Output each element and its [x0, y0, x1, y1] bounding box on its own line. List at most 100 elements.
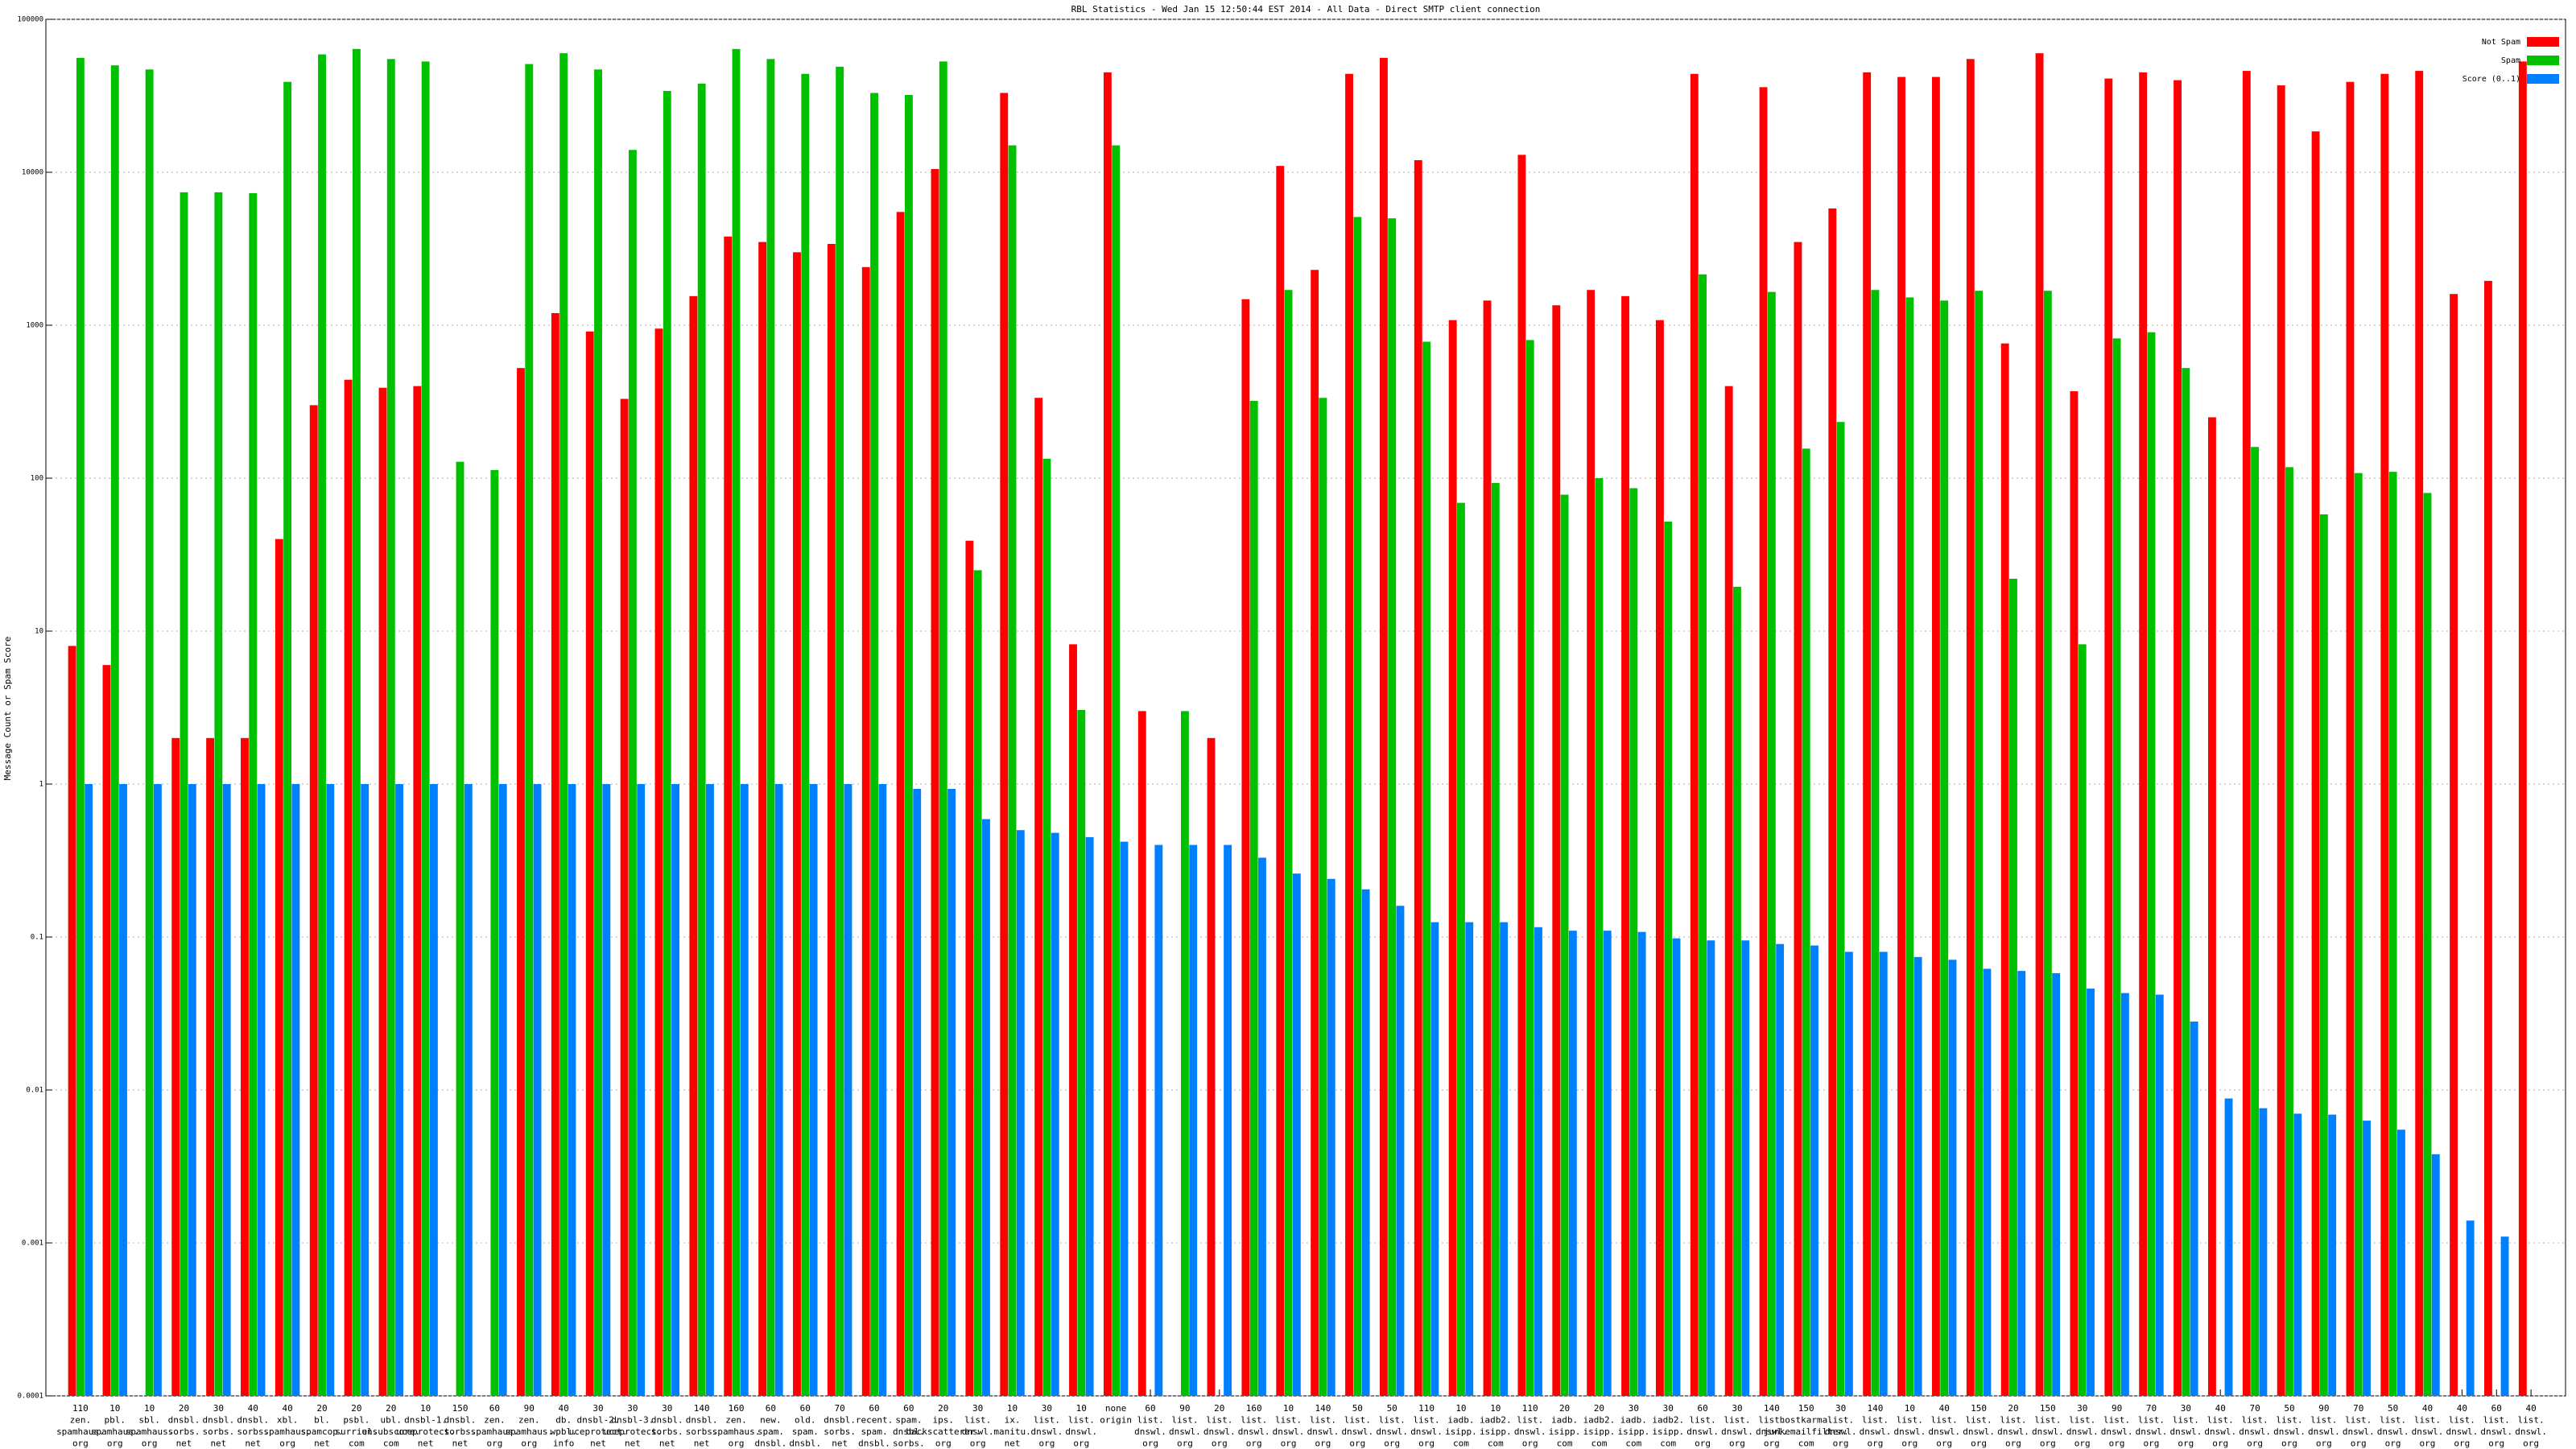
x-tick-label: dnswl. [1686, 1426, 1719, 1437]
bar [1707, 940, 1715, 1396]
bar [1871, 290, 1880, 1396]
bar [153, 784, 162, 1396]
x-tick-label: org [1418, 1439, 1435, 1449]
bar [602, 784, 611, 1396]
x-tick-label: 40 [1939, 1403, 1950, 1414]
x-tick-label: dnswl. [1376, 1426, 1408, 1437]
x-tick-label: 40 [2422, 1403, 2433, 1414]
x-tick-label: dnsbl. [755, 1439, 787, 1449]
x-tick-label: bl. [314, 1415, 330, 1426]
x-tick-label: 50 [1352, 1403, 1363, 1414]
bar [456, 461, 464, 1396]
x-tick-label: com [1557, 1439, 1573, 1449]
bar [1672, 938, 1681, 1396]
bar [1491, 482, 1500, 1396]
x-tick-label: 10 [1076, 1403, 1087, 1414]
x-tick-label: dnswl. [1893, 1426, 1926, 1437]
bar [1042, 458, 1051, 1396]
x-tick-label: sorbs. [168, 1426, 200, 1437]
x-tick-label: list. [1137, 1415, 1163, 1426]
x-tick-label: ips. [933, 1415, 955, 1426]
bar [2311, 131, 2320, 1397]
bar [689, 295, 698, 1397]
chart-title: RBL Statistics - Wed Jan 15 12:50:44 EST… [1071, 4, 1541, 14]
x-tick-label: list. [1827, 1415, 1854, 1426]
x-tick-label: dnswl. [2239, 1426, 2271, 1437]
x-tick-label: list. [1758, 1415, 1785, 1426]
x-tick-label: org [2523, 1439, 2539, 1449]
x-tick-label: org [1246, 1439, 1262, 1449]
y-tick-label: 10000 [22, 169, 43, 177]
x-tick-label: iadb2. [1583, 1415, 1616, 1426]
x-tick-label: dnswl. [1721, 1426, 1753, 1437]
x-tick-label: isipp. [1445, 1426, 1477, 1437]
bar [2242, 71, 2251, 1396]
bar [1483, 300, 1492, 1396]
bar [1897, 76, 1905, 1396]
y-tick-label: 100 [31, 475, 43, 483]
bar [1767, 291, 1776, 1397]
x-tick-label: dnsbl. [203, 1415, 235, 1426]
x-tick-label: hostkarma. [1780, 1415, 1833, 1426]
bar [413, 386, 422, 1396]
bar [551, 312, 559, 1396]
x-tick-label: org [2212, 1439, 2228, 1449]
bar [870, 93, 878, 1397]
x-tick-label: list. [1344, 1415, 1371, 1426]
x-tick-label: org [2385, 1439, 2401, 1449]
x-tick-label: 30 [662, 1403, 672, 1414]
x-tick-label: 10 [1455, 1403, 1466, 1414]
bar [1361, 889, 1370, 1396]
bar [1292, 873, 1301, 1396]
x-tick-label: list. [1275, 1415, 1302, 1426]
bar [1759, 87, 1768, 1397]
x-tick-label: list. [2034, 1415, 2061, 1426]
x-tick-label: dnswl. [2101, 1426, 2133, 1437]
bar [1154, 844, 1163, 1396]
bar [2104, 78, 2113, 1397]
bar [2174, 80, 2182, 1396]
bar [517, 368, 525, 1397]
bar [1276, 166, 1285, 1397]
x-tick-label: org [2281, 1439, 2297, 1449]
bar [206, 737, 215, 1396]
bar [344, 379, 353, 1396]
x-tick-label: sorbs. [203, 1426, 235, 1437]
bar [1249, 401, 1258, 1397]
x-tick-label: dnswl. [1169, 1426, 1201, 1437]
x-tick-label: sbl. [138, 1415, 160, 1426]
x-tick-label: 10 [144, 1403, 155, 1414]
bar [947, 788, 956, 1396]
bar [1525, 340, 1534, 1397]
x-tick-label: dnswl. [1928, 1426, 1960, 1437]
x-tick-label: com [1453, 1439, 1469, 1449]
bar [1794, 242, 1802, 1396]
bar [2009, 578, 2017, 1396]
bar [1016, 830, 1025, 1396]
x-tick-label: 30 [1663, 1403, 1674, 1414]
bar [2000, 343, 2009, 1397]
x-tick-label: 10 [1007, 1403, 1018, 1414]
bar [1828, 208, 1837, 1396]
x-tick-label: list. [1241, 1415, 1267, 1426]
bar [1189, 844, 1198, 1396]
x-tick-label: org [1177, 1439, 1193, 1449]
x-tick-label: list. [1862, 1415, 1889, 1426]
x-tick-label: 30 [1835, 1403, 1846, 1414]
bar [801, 73, 810, 1396]
bar [1137, 711, 1146, 1396]
x-tick-label: org [2454, 1439, 2470, 1449]
bar [724, 236, 733, 1397]
bar [1379, 57, 1388, 1397]
bar [585, 331, 594, 1397]
x-tick-label: 20 [1214, 1403, 1224, 1414]
x-tick-label: list. [964, 1415, 991, 1426]
bar [844, 784, 852, 1396]
x-tick-label: uceprotect. [603, 1426, 662, 1437]
x-tick-label: 20 [386, 1403, 396, 1414]
bar [498, 784, 507, 1396]
x-tick-label: sorbs. [444, 1426, 477, 1437]
bar [525, 64, 534, 1397]
x-tick-label: 20 [351, 1403, 361, 1414]
bar [2363, 1121, 2371, 1396]
